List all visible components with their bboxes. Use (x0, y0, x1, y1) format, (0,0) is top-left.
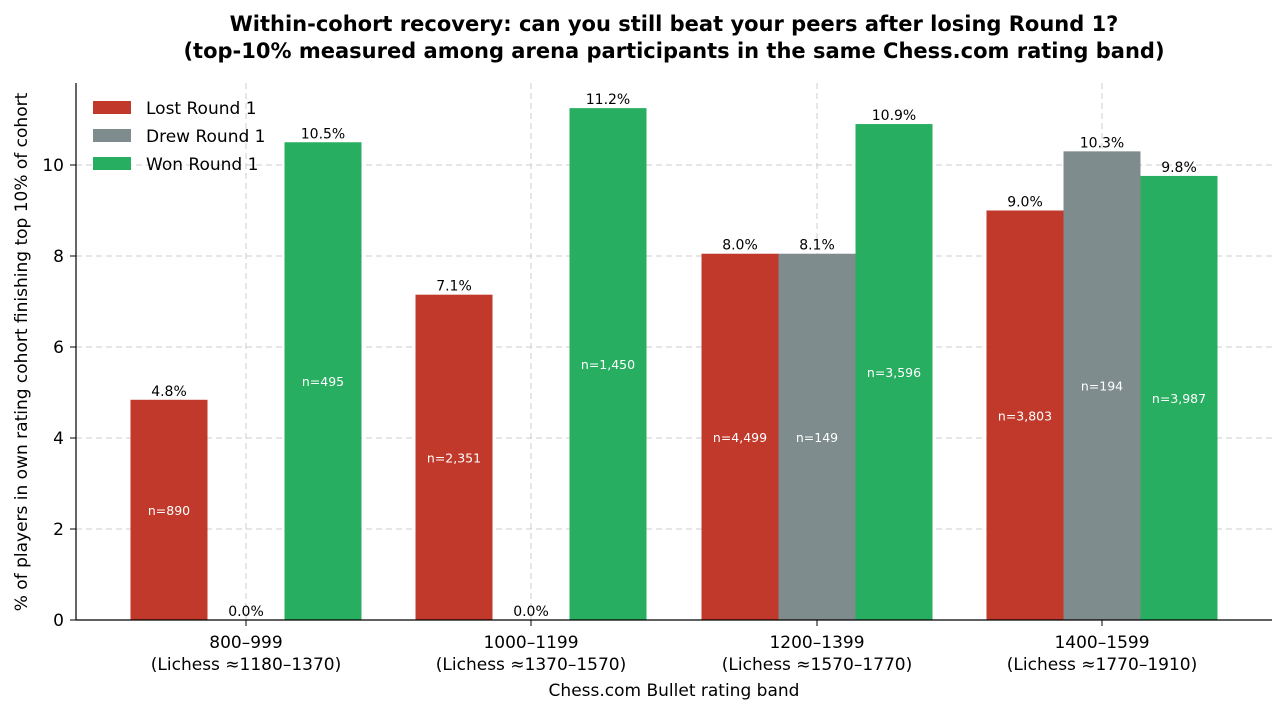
bar-n-label: n=149 (796, 430, 838, 445)
bar-value-label: 11.2% (586, 92, 630, 108)
ticks: 0 2 4 6 8 10 800–999(Lichess ≈1180–1370) 1000–1… (42, 156, 1197, 675)
bar (415, 294, 493, 620)
legend-label: Won Round 1 (146, 155, 258, 175)
x-tick-sublabel: (Lichess ≈1180–1370) (151, 655, 341, 675)
bar-value-label: 9.0% (1007, 195, 1043, 211)
bar (130, 399, 208, 620)
bar (855, 124, 933, 621)
x-axis-label: Chess.com Bullet rating band (549, 681, 800, 701)
y-tick-label: 6 (53, 338, 64, 358)
bar-value-label: 0.0% (228, 604, 264, 620)
y-tick-label: 0 (53, 611, 64, 631)
bar (778, 253, 856, 620)
bar-value-label: 8.0% (722, 238, 758, 254)
bar-labels: 4.8% n=890 7.1% n=2,351 8.0% n=4,499 9.0% n=3,8… (148, 92, 1206, 620)
bar-n-label: n=2,351 (427, 450, 481, 465)
chart-title-line1: Within-cohort recovery: can you still be… (230, 12, 1119, 36)
bar-n-label: n=3,803 (998, 408, 1052, 423)
x-tick-sublabel: (Lichess ≈1770–1910) (1007, 655, 1197, 675)
axes (75, 83, 1272, 621)
bar-n-label: n=1,450 (581, 357, 635, 372)
legend-label: Lost Round 1 (146, 99, 257, 119)
y-tick-label: 4 (53, 429, 64, 449)
bar (986, 210, 1064, 620)
bar-value-label: 0.0% (513, 604, 549, 620)
bar (701, 253, 779, 620)
bar (284, 142, 362, 620)
legend-swatch (93, 129, 131, 142)
bar-n-label: n=495 (302, 374, 344, 389)
bar-value-label: 9.8% (1161, 160, 1197, 176)
bars (130, 108, 1218, 621)
legend-swatch (93, 157, 131, 170)
bar-value-label: 4.8% (151, 384, 187, 400)
bar-value-label: 8.1% (799, 238, 835, 254)
bar (1140, 175, 1218, 621)
chart-title-line2: (top-10% measured among arena participan… (183, 39, 1164, 63)
bar-n-label: n=890 (148, 503, 190, 518)
y-axis-label: % of players in own rating cohort finish… (12, 92, 32, 611)
y-tick-label: 2 (53, 520, 64, 540)
bar-n-label: n=194 (1081, 379, 1123, 394)
legend-label: Drew Round 1 (146, 127, 265, 147)
bar-value-label: 10.3% (1080, 135, 1124, 151)
x-tick-sublabel: (Lichess ≈1570–1770) (722, 655, 912, 675)
legend: Lost Round 1 Drew Round 1 Won Round 1 (93, 99, 265, 175)
x-tick-label: 1000–1199 (483, 633, 578, 653)
bar-n-label: n=3,596 (867, 365, 921, 380)
bar-n-label: n=3,987 (1152, 391, 1206, 406)
bar-value-label: 10.5% (301, 126, 345, 142)
x-tick-sublabel: (Lichess ≈1370–1570) (436, 655, 626, 675)
bar-n-label: n=4,499 (713, 430, 767, 445)
bar (569, 108, 647, 620)
x-tick-label: 1400–1599 (1054, 633, 1149, 653)
legend-swatch (93, 101, 131, 114)
x-tick-label: 800–999 (209, 633, 282, 653)
bar-value-label: 10.9% (872, 108, 916, 124)
y-tick-label: 8 (53, 247, 64, 267)
bar-value-label: 7.1% (436, 279, 472, 295)
bar (1063, 151, 1141, 620)
y-tick-label: 10 (42, 156, 64, 176)
x-tick-label: 1200–1399 (769, 633, 864, 653)
